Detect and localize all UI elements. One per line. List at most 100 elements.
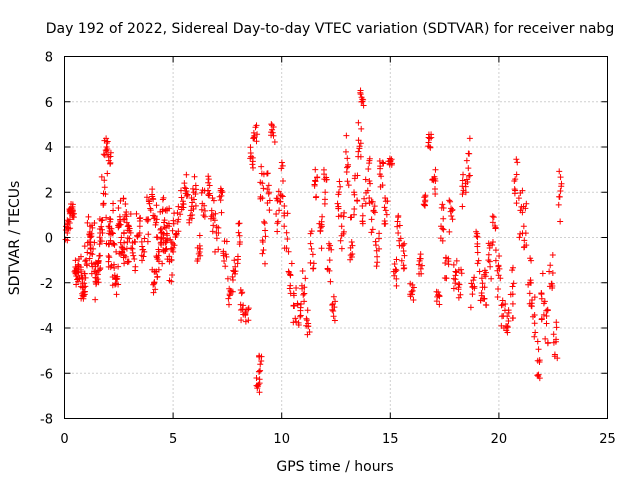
data-point: [153, 254, 160, 261]
data-point: [417, 265, 424, 272]
data-point: [301, 290, 308, 297]
data-point: [127, 229, 134, 236]
data-point: [326, 257, 333, 264]
data-point: [77, 253, 84, 260]
data-point: [535, 373, 542, 380]
data-point: [256, 353, 263, 360]
data-point: [553, 324, 560, 331]
data-point: [481, 267, 488, 274]
data-point: [362, 200, 369, 207]
data-point: [331, 317, 338, 324]
data-point: [534, 372, 541, 379]
data-point: [430, 177, 437, 184]
data-point: [351, 175, 358, 182]
data-point: [421, 202, 428, 209]
data-point: [512, 187, 519, 194]
data-point: [351, 205, 358, 212]
data-point: [151, 215, 158, 222]
data-point: [99, 230, 106, 237]
data-point: [332, 298, 339, 305]
data-point: [192, 202, 199, 209]
data-point: [396, 222, 403, 229]
data-point: [450, 285, 457, 292]
data-point: [213, 224, 220, 231]
data-point: [507, 291, 514, 298]
data-point: [323, 174, 330, 181]
data-point: [517, 189, 524, 196]
data-point: [147, 205, 154, 212]
data-point: [432, 166, 439, 173]
data-point: [84, 219, 91, 226]
data-point: [206, 190, 213, 197]
data-point: [455, 281, 462, 288]
data-point: [538, 290, 545, 297]
data-point: [357, 89, 364, 96]
data-point: [261, 220, 268, 227]
data-point: [83, 257, 90, 264]
data-point: [348, 253, 355, 260]
x-tick-labels: 0 5 10 15 20 25: [60, 432, 615, 447]
x-tick-label: 25: [599, 432, 616, 447]
data-point: [433, 288, 440, 295]
data-point: [236, 241, 243, 248]
data-point: [285, 248, 292, 255]
data-point: [481, 284, 488, 291]
data-point: [447, 198, 454, 205]
data-point: [81, 288, 88, 295]
data-point: [369, 226, 376, 233]
data-point: [224, 275, 231, 282]
data-point: [92, 278, 99, 285]
data-point: [84, 262, 91, 269]
data-point: [426, 135, 433, 142]
data-point: [312, 194, 319, 201]
data-point: [109, 230, 116, 237]
data-point: [367, 180, 374, 187]
data-point: [543, 313, 550, 320]
data-point: [221, 257, 228, 264]
data-point: [492, 247, 499, 254]
data-point: [306, 329, 313, 336]
data-point: [308, 228, 315, 235]
data-point: [122, 253, 129, 260]
data-point: [260, 247, 267, 254]
data-point: [151, 280, 158, 287]
data-point: [496, 252, 503, 259]
data-point: [174, 218, 181, 225]
data-point: [101, 184, 108, 191]
data-point: [489, 219, 496, 226]
data-point: [258, 358, 265, 365]
data-point: [150, 281, 157, 288]
data-point: [138, 252, 145, 259]
data-point: [117, 197, 124, 204]
y-tick-labels: -8 -6 -4 -2 0 2 4 6 8: [40, 51, 53, 428]
data-point: [123, 208, 130, 215]
data-point: [297, 313, 304, 320]
data-point: [464, 178, 471, 185]
data-point: [201, 202, 208, 209]
data-point: [348, 239, 355, 246]
data-point: [72, 257, 79, 264]
data-point: [177, 211, 184, 218]
data-point: [337, 237, 344, 244]
data-point: [482, 301, 489, 308]
data-point: [303, 322, 310, 329]
data-point: [92, 296, 99, 303]
data-point: [81, 280, 88, 287]
data-point: [330, 313, 337, 320]
data-point: [487, 263, 494, 270]
data-point: [336, 178, 343, 185]
data-point: [556, 193, 563, 200]
x-tick-label: 15: [382, 432, 399, 447]
data-point: [393, 282, 400, 289]
data-point: [549, 252, 556, 259]
data-point: [445, 261, 452, 268]
data-point: [330, 307, 337, 314]
data-point: [513, 200, 520, 207]
data-point: [453, 257, 460, 264]
data-point: [443, 255, 450, 262]
data-point: [127, 211, 134, 218]
data-point: [377, 163, 384, 170]
data-point: [485, 251, 492, 258]
data-point: [252, 124, 259, 131]
data-point: [460, 171, 467, 178]
